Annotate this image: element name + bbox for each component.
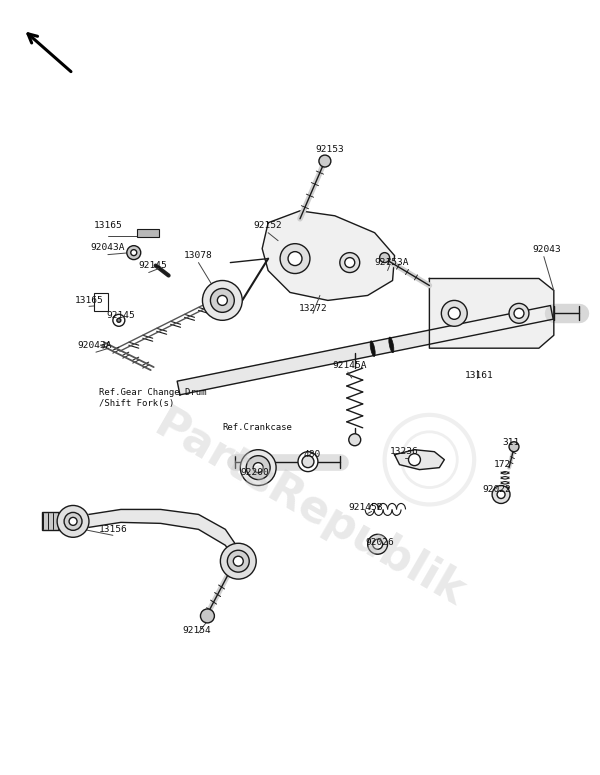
Circle shape — [131, 250, 137, 256]
Circle shape — [448, 308, 460, 319]
Circle shape — [240, 449, 276, 486]
Circle shape — [442, 301, 467, 326]
Text: 13165: 13165 — [74, 296, 103, 305]
Circle shape — [200, 609, 214, 623]
Text: 480: 480 — [304, 450, 320, 459]
Ellipse shape — [389, 337, 394, 353]
Circle shape — [302, 456, 314, 467]
Text: Ref.Crankcase: Ref.Crankcase — [223, 423, 292, 432]
Text: 92145: 92145 — [139, 261, 167, 270]
Circle shape — [349, 434, 361, 446]
Text: 92154: 92154 — [182, 626, 211, 636]
Circle shape — [380, 253, 389, 263]
Circle shape — [202, 281, 242, 320]
Text: 13078: 13078 — [184, 251, 213, 260]
Circle shape — [497, 491, 505, 498]
Circle shape — [509, 303, 529, 323]
Text: 172: 172 — [493, 460, 511, 469]
Text: 92022: 92022 — [483, 485, 511, 494]
Text: 92152: 92152 — [254, 221, 283, 230]
Polygon shape — [395, 449, 445, 470]
Circle shape — [211, 288, 235, 312]
Text: 92153A: 92153A — [374, 258, 409, 267]
Circle shape — [220, 543, 256, 579]
Circle shape — [288, 252, 302, 266]
Text: 13156: 13156 — [98, 525, 127, 534]
Polygon shape — [262, 211, 395, 301]
Circle shape — [319, 155, 331, 167]
Text: 92043A: 92043A — [78, 341, 112, 350]
Circle shape — [509, 442, 519, 452]
Circle shape — [233, 556, 243, 567]
Circle shape — [298, 452, 318, 472]
Circle shape — [409, 453, 421, 466]
Text: Ref.Gear Change Drum
/Shift Fork(s): Ref.Gear Change Drum /Shift Fork(s) — [99, 388, 206, 408]
Circle shape — [113, 315, 125, 326]
Polygon shape — [177, 305, 553, 394]
Circle shape — [280, 243, 310, 274]
Circle shape — [340, 253, 360, 273]
Text: 13236: 13236 — [390, 447, 419, 456]
Text: 13165: 13165 — [94, 221, 122, 230]
Bar — [137, 229, 158, 236]
Text: 92145: 92145 — [106, 311, 135, 320]
Text: 92200: 92200 — [241, 468, 269, 477]
Text: 92145B: 92145B — [349, 503, 383, 512]
Text: 92043: 92043 — [532, 245, 561, 254]
Polygon shape — [89, 509, 242, 569]
Bar — [94, 294, 108, 312]
Circle shape — [217, 295, 227, 305]
Text: 13161: 13161 — [465, 370, 494, 380]
Circle shape — [64, 512, 82, 530]
Circle shape — [368, 534, 388, 554]
Bar — [42, 512, 70, 530]
Text: 92153: 92153 — [316, 145, 344, 153]
Text: PartsRepublik: PartsRepublik — [147, 403, 473, 616]
Circle shape — [227, 550, 249, 572]
Ellipse shape — [370, 341, 375, 356]
Circle shape — [57, 505, 89, 537]
Circle shape — [69, 518, 77, 525]
Text: 92043A: 92043A — [91, 243, 125, 252]
Polygon shape — [430, 278, 554, 348]
Text: 311: 311 — [502, 438, 520, 447]
Circle shape — [253, 463, 263, 473]
Circle shape — [345, 257, 355, 267]
Circle shape — [246, 456, 270, 480]
Circle shape — [117, 319, 121, 322]
Text: 92026: 92026 — [365, 538, 394, 547]
Circle shape — [514, 308, 524, 319]
Circle shape — [127, 246, 141, 260]
Circle shape — [492, 486, 510, 504]
Text: 13272: 13272 — [299, 304, 328, 313]
Text: 92145A: 92145A — [332, 360, 367, 370]
Circle shape — [373, 539, 383, 549]
